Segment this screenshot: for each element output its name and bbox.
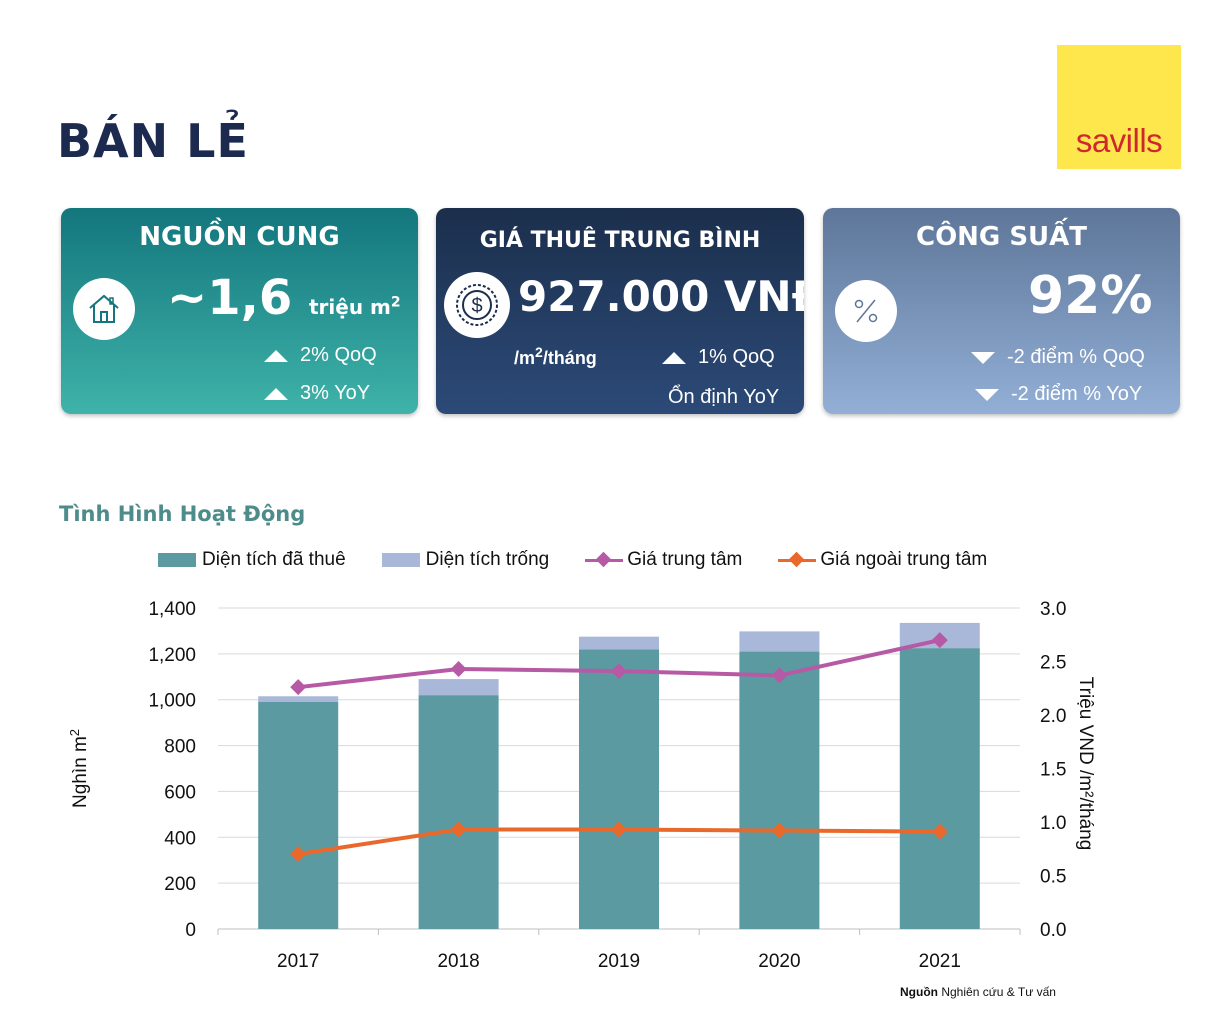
page-title: BÁN LẺ — [57, 114, 249, 168]
occupancy-heading: CÔNG SUẤT — [915, 222, 1088, 252]
y-left-tick-label: 0 — [185, 920, 196, 941]
supply-value: ~1,6 triệu m2 — [167, 270, 401, 326]
rent-value: 927.000 VNĐ — [518, 272, 804, 321]
y-right-tick-label: 1.5 — [1040, 760, 1066, 781]
rent-heading: GIÁ THUÊ TRUNG BÌNH — [479, 228, 761, 253]
arrow-up-icon — [662, 351, 686, 364]
rent-unit: /m2/tháng — [514, 344, 597, 368]
y-left-tick-label: 1,200 — [148, 645, 196, 666]
legend-swatch — [158, 553, 196, 567]
occupancy-value: 92% — [1028, 266, 1153, 326]
dollar-coin-icon: $ — [444, 272, 510, 338]
section-title: Tình Hình Hoạt Động — [59, 502, 306, 526]
series-point — [931, 823, 948, 840]
legend-swatch — [381, 553, 420, 567]
bar-segment — [579, 636, 659, 650]
supply-heading: NGUỒN CUNG — [139, 222, 340, 252]
series-point — [450, 660, 467, 677]
arrow-down-icon — [975, 388, 999, 401]
y-right-tick-label: 0.0 — [1040, 920, 1066, 941]
y-left-tick-label: 600 — [164, 782, 196, 803]
bar-segment — [418, 695, 499, 929]
savills-logo: savills — [1057, 45, 1181, 169]
legend-line-marker — [585, 551, 624, 568]
occupancy-qoq: -2 điểm % QoQ — [971, 346, 1145, 369]
y-right-tick-label: 2.0 — [1040, 706, 1066, 727]
rent-qoq: 1% QoQ — [662, 346, 775, 369]
bar-segment — [258, 702, 339, 929]
y-left-tick-label: 800 — [164, 737, 196, 758]
chart-legend: Diện tích đã thuê Diện tích trống Giá tr… — [158, 549, 1023, 571]
percent-icon — [835, 280, 897, 342]
series-point — [771, 822, 788, 839]
y-left-tick-label: 1,400 — [148, 599, 196, 620]
house-icon — [73, 278, 135, 340]
series-point — [771, 667, 788, 684]
series-point — [290, 846, 307, 863]
y-left-tick-label: 400 — [164, 828, 196, 849]
x-tick-label: 2018 — [437, 951, 479, 972]
arrow-up-icon — [264, 349, 288, 362]
bar-segment — [899, 622, 980, 649]
series-point — [450, 821, 467, 838]
bar-segment — [579, 649, 659, 929]
occupancy-card: CÔNG SUẤT 92% -2 điểm % QoQ -2 điểm % Yo… — [823, 208, 1180, 414]
bar-segment — [418, 679, 499, 696]
logo-text: savills — [1075, 122, 1163, 159]
series-line — [297, 827, 940, 857]
bar-segment — [258, 696, 339, 703]
series-line — [297, 638, 941, 690]
arrow-down-icon — [971, 351, 995, 364]
svg-text:$: $ — [471, 295, 482, 317]
y-right-tick-label: 1.0 — [1040, 813, 1066, 834]
series-point — [611, 821, 627, 838]
x-tick-label: 2020 — [758, 951, 800, 972]
legend-line-marker — [778, 551, 817, 568]
legend-item-vacant: Diện tích trống — [381, 549, 549, 571]
y-left-tick-label: 1,000 — [148, 691, 196, 712]
legend-item-noncbd-price: Giá ngoài trung tâm — [778, 549, 987, 571]
rent-card: GIÁ THUÊ TRUNG BÌNH $ 927.000 VNĐ /m2/th… — [436, 208, 804, 414]
legend-item-cbd-price: Giá trung tâm — [585, 549, 742, 571]
y-right-axis-label: Triệu VND /m²/tháng — [1075, 677, 1096, 851]
y-left-tick-label: 200 — [164, 874, 196, 895]
supply-card: NGUỒN CUNG ~1,6 triệu m2 2% QoQ 3% YoY — [61, 208, 418, 414]
y-left-axis-label: Nghìn m2 — [67, 729, 91, 808]
y-right-tick-label: 2.5 — [1040, 653, 1066, 674]
supply-yoy: 3% YoY — [264, 382, 370, 405]
x-tick-label: 2019 — [598, 951, 640, 972]
rent-yoy: Ổn định YoY — [668, 386, 780, 408]
supply-qoq: 2% QoQ — [264, 344, 377, 367]
arrow-up-icon — [264, 387, 288, 400]
source-note: Nguồn Nghiên cứu & Tư vấn — [900, 985, 1056, 999]
occupancy-yoy: -2 điểm % YoY — [975, 383, 1142, 406]
legend-item-leased: Diện tích đã thuê — [158, 549, 346, 571]
y-right-tick-label: 3.0 — [1040, 599, 1066, 620]
x-tick-label: 2017 — [277, 951, 319, 972]
bar-segment — [739, 651, 820, 929]
bar-segment — [899, 648, 980, 929]
series-point — [290, 679, 307, 696]
x-tick-label: 2021 — [919, 951, 961, 972]
y-right-tick-label: 0.5 — [1040, 867, 1066, 888]
bar-segment — [739, 631, 820, 652]
series-point — [611, 663, 627, 680]
series-point — [931, 632, 948, 649]
